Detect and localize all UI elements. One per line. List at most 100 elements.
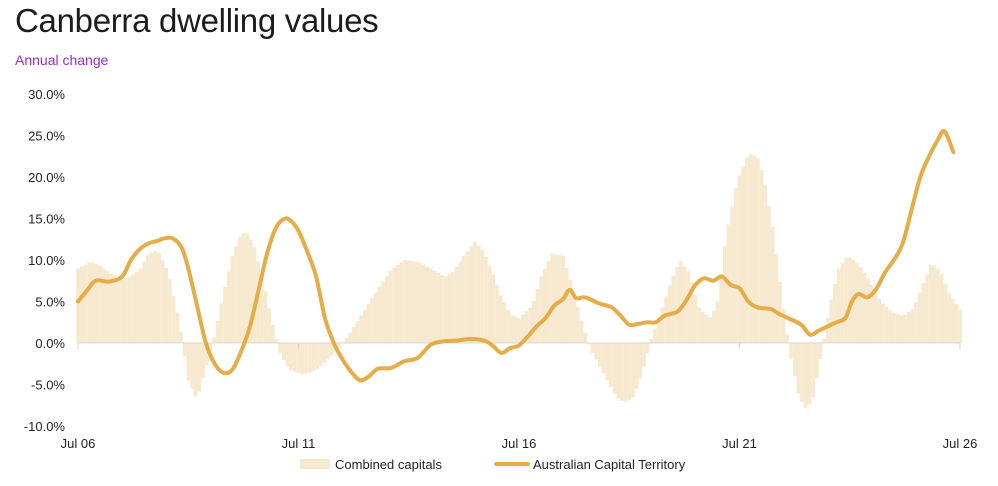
combined-capitals-bar [601,343,606,374]
combined-capitals-bar [90,262,95,343]
combined-capitals-bar [315,343,319,369]
combined-capitals-bar [866,278,871,343]
combined-capitals-bar [862,273,867,343]
combined-capitals-bar [664,296,668,343]
combined-capitals-bar [388,271,393,343]
combined-capitals-bar [609,343,613,388]
combined-capitals-bar [208,343,213,352]
combined-capitals-bars [76,154,962,408]
combined-capitals-bar [476,245,481,343]
combined-capitals-bar [410,261,415,343]
combined-capitals-bar [495,284,499,343]
combined-capitals-bar [270,325,275,343]
combined-capitals-bar [579,320,584,343]
combined-capitals-bar [241,233,246,343]
combined-capitals-bar [833,283,837,343]
combined-capitals-bar [917,292,922,343]
combined-capitals-bar [484,256,488,343]
combined-capitals-bar [502,302,507,343]
combined-capitals-bar [770,226,775,343]
combined-capitals-bar [399,262,404,343]
combined-capitals-bar [524,311,529,343]
combined-capitals-bar [190,343,194,389]
combined-capitals-bar [550,253,554,343]
combined-capitals-bar [421,264,426,343]
y-tick-label: 20.0% [28,170,65,185]
combined-capitals-bar [322,343,327,363]
combined-capitals-bar [583,332,588,343]
combined-capitals-bar [660,307,665,343]
combined-capitals-bar [160,260,165,343]
combined-capitals-bar [403,260,407,343]
combined-capitals-bar [627,343,632,400]
combined-capitals-bar [653,328,657,343]
combined-capitals-bar [803,343,808,408]
combined-capitals-bar [807,343,812,405]
combined-capitals-bar [304,343,308,374]
combined-capitals-bar [98,265,102,343]
combined-capitals-bar [855,263,859,343]
combined-capitals-bar [109,273,113,343]
combined-capitals-bar [693,294,698,343]
combined-capitals-bar [568,280,573,343]
combined-capitals-bar [219,303,224,343]
y-tick-label: 0.0% [35,336,65,351]
combined-capitals-bar [318,343,323,366]
combined-capitals-bar [836,268,841,343]
combined-capitals-bar [462,255,466,343]
combined-capitals-bar [182,343,187,357]
combined-capitals-bar [686,271,690,343]
combined-capitals-bar [928,265,933,343]
combined-capitals-bar [223,286,227,343]
combined-capitals-bar [822,338,826,343]
combined-capitals-bar [539,276,543,343]
y-tick-label: 30.0% [28,87,65,102]
combined-capitals-bar [564,267,569,343]
combined-capitals-bar [914,302,918,343]
legend: Combined capitals Australian Capital Ter… [300,457,686,472]
combined-capitals-bar [612,343,617,395]
combined-capitals-bar [756,158,760,343]
combined-capitals-bar [267,308,271,343]
combined-capitals-bar [781,308,786,343]
combined-capitals-bar [359,315,363,343]
combined-capitals-bar [123,278,128,343]
combined-capitals-bar [520,314,525,343]
combined-capitals-bar [634,343,639,389]
combined-capitals-bar [678,261,683,343]
combined-capitals-bar [811,343,815,398]
combined-capitals-bar [215,320,220,343]
combined-capitals-bar [230,255,235,343]
combined-capitals-bar [491,274,496,343]
combined-capitals-bar [506,309,510,343]
combined-capitals-bar [700,312,705,343]
combined-capitals-bar [157,253,161,343]
combined-capitals-bar [741,166,746,343]
combined-capitals-bar [263,291,268,343]
combined-capitals-bar [406,260,411,343]
combined-capitals-bar [487,265,492,343]
y-tick-label: -10.0% [24,419,66,434]
combined-capitals-bar [370,298,374,343]
combined-capitals-bar [101,268,106,343]
combined-capitals-bar [840,263,845,343]
combined-capitals-bar [278,343,283,353]
combined-capitals-bar [377,286,382,343]
combined-capitals-bar [186,343,191,381]
combined-capitals-bar [116,276,121,343]
combined-capitals-bar [454,266,459,343]
combined-capitals-bar [429,268,433,343]
combined-capitals-bar [649,338,654,343]
combined-capitals-bar [112,275,117,343]
combined-capitals-bar [197,343,202,392]
combined-capitals-bar [616,343,621,399]
combined-capitals-bar [395,264,400,343]
combined-capitals-bar [719,273,724,343]
combined-capitals-bar [598,343,602,367]
combined-capitals-bar [903,314,907,343]
combined-capitals-bar [671,275,676,343]
combined-capitals-bar [282,343,286,361]
combined-capitals-bar [954,304,959,343]
combined-capitals-bar [906,312,911,343]
